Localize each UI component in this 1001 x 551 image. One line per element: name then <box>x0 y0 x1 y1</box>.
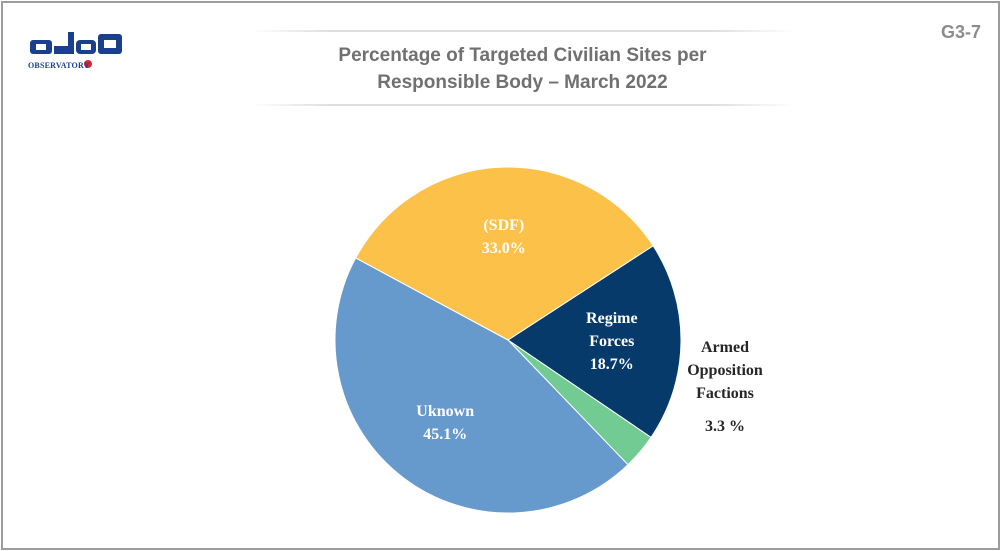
chart-title-line-2: Responsible Body – March 2022 <box>377 72 668 93</box>
logo-subtitle: OBSERVATORY <box>28 61 90 70</box>
pie-slice-uknown <box>334 257 629 514</box>
pie-slice-sdf <box>355 166 654 341</box>
observatory-logo <box>30 32 122 68</box>
pie-value-uknown: 45.1% <box>423 426 467 443</box>
pie-label-regime-forces: Regime Forces <box>586 310 638 350</box>
pie-value-armed-opposition-factions: 3.3 % <box>705 418 745 435</box>
chart-title: Percentage of Targeted Civilian Sites pe… <box>250 42 795 96</box>
pie-label-sdf: (SDF) <box>483 217 524 234</box>
chart-title-line-1: Percentage of Targeted Civilian Sites pe… <box>338 45 707 66</box>
title-rule-bottom <box>250 104 795 106</box>
pie-value-sdf: 33.0% <box>482 240 526 257</box>
pie-slice-regime-forces <box>507 245 682 439</box>
pie-value-regime-forces: 18.7% <box>590 356 634 373</box>
pie-label-uknown: Uknown <box>416 403 474 420</box>
pie-label-armed-opposition-factions: Armed Opposition Factions <box>687 339 763 402</box>
logo-accent-icon <box>84 60 92 68</box>
figure-code: G3-7 <box>940 22 981 42</box>
title-rule-top <box>250 30 795 32</box>
